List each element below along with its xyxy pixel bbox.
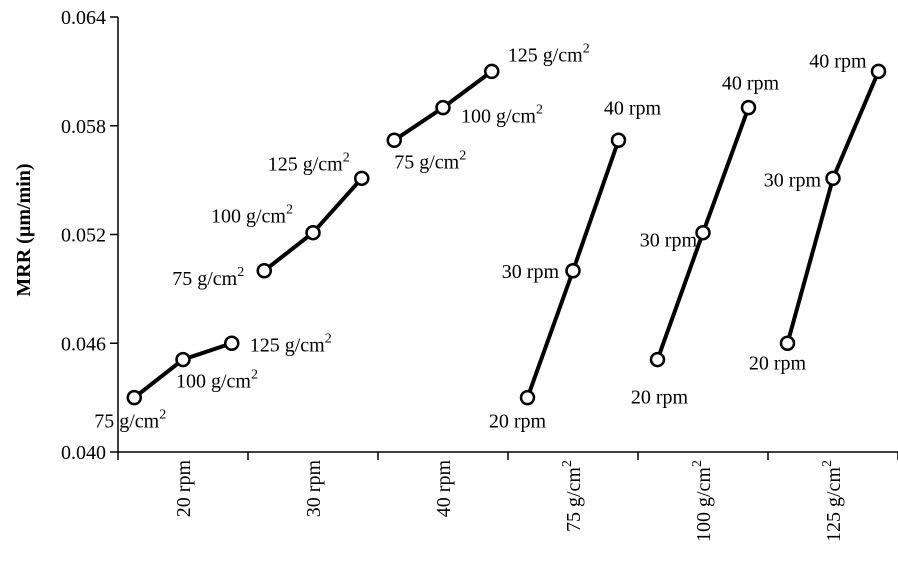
data-label: 40 rpm <box>809 50 867 72</box>
category-label: 20 rpm <box>173 460 195 518</box>
data-label: 75 g/cm2 <box>172 265 244 290</box>
y-axis-label: MRR (µm/min) <box>13 163 35 296</box>
y-tick-label: 0.064 <box>61 7 106 29</box>
data-label: 100 g/cm2 <box>176 368 258 393</box>
category-label: 125 g/cm2 <box>820 460 845 542</box>
data-point <box>779 335 796 351</box>
data-point <box>695 224 711 241</box>
data-label: 20 rpm <box>749 352 807 374</box>
data-point <box>175 351 191 368</box>
data-point <box>484 63 500 80</box>
data-label: 100 g/cm2 <box>211 203 293 228</box>
data-label: 30 rpm <box>764 169 822 191</box>
data-point <box>649 351 666 368</box>
data-point <box>386 132 402 148</box>
data-point <box>519 389 536 406</box>
data-label: 20 rpm <box>489 411 547 433</box>
data-label: 40 rpm <box>604 97 662 119</box>
data-point <box>565 263 581 279</box>
data-label: 30 rpm <box>640 230 698 252</box>
data-label: 30 rpm <box>502 261 560 283</box>
data-label: 100 g/cm2 <box>461 103 543 128</box>
data-point <box>825 170 841 187</box>
category-label: 40 rpm <box>433 460 455 518</box>
series: 20 rpm 30 rpm 40 rpm <box>749 50 887 374</box>
data-label: 125 g/cm2 <box>508 41 590 66</box>
series: 75 g/cm2 100 g/cm2 125 g/cm2 <box>172 150 370 290</box>
data-point <box>256 263 272 279</box>
y-tick-label: 0.058 <box>61 116 106 138</box>
data-point <box>354 170 370 187</box>
data-point <box>610 132 627 148</box>
series: 75 g/cm2 100 g/cm2 125 g/cm2 <box>94 331 332 432</box>
data-label: 75 g/cm2 <box>94 408 166 433</box>
series: 20 rpm 30 rpm 40 rpm <box>489 97 662 432</box>
data-label: 125 g/cm2 <box>250 331 332 356</box>
series: 20 rpm 30 rpm 40 rpm <box>631 73 780 409</box>
y-tick-label: 0.052 <box>61 225 106 247</box>
data-label: 20 rpm <box>631 387 689 409</box>
y-ticks: 0.064 0.058 0.052 0.046 0.040 <box>61 7 118 464</box>
category-labels: 20 rpm 30 rpm 40 rpm 75 g/cm2 100 g/cm2 125 g… <box>117 452 898 542</box>
category-label: 100 g/cm2 <box>690 460 715 542</box>
series-group: 75 g/cm2 100 g/cm2 125 g/cm2 75 g/cm2 100 g/… <box>94 41 887 433</box>
data-point <box>126 389 142 406</box>
data-label: 125 g/cm2 <box>268 150 350 175</box>
data-point <box>870 63 887 80</box>
series-line <box>785 70 881 344</box>
data-label: 75 g/cm2 <box>394 148 466 173</box>
y-tick-label: 0.040 <box>61 442 106 464</box>
category-label: 75 g/cm2 <box>560 460 585 532</box>
category-label: 30 rpm <box>303 460 325 518</box>
data-label: 40 rpm <box>722 73 780 95</box>
data-point <box>435 99 451 116</box>
data-point <box>740 99 757 116</box>
data-point <box>305 224 321 241</box>
data-point <box>224 335 240 351</box>
series: 75 g/cm2 100 g/cm2 125 g/cm2 <box>386 41 590 173</box>
y-tick-label: 0.046 <box>61 333 106 355</box>
